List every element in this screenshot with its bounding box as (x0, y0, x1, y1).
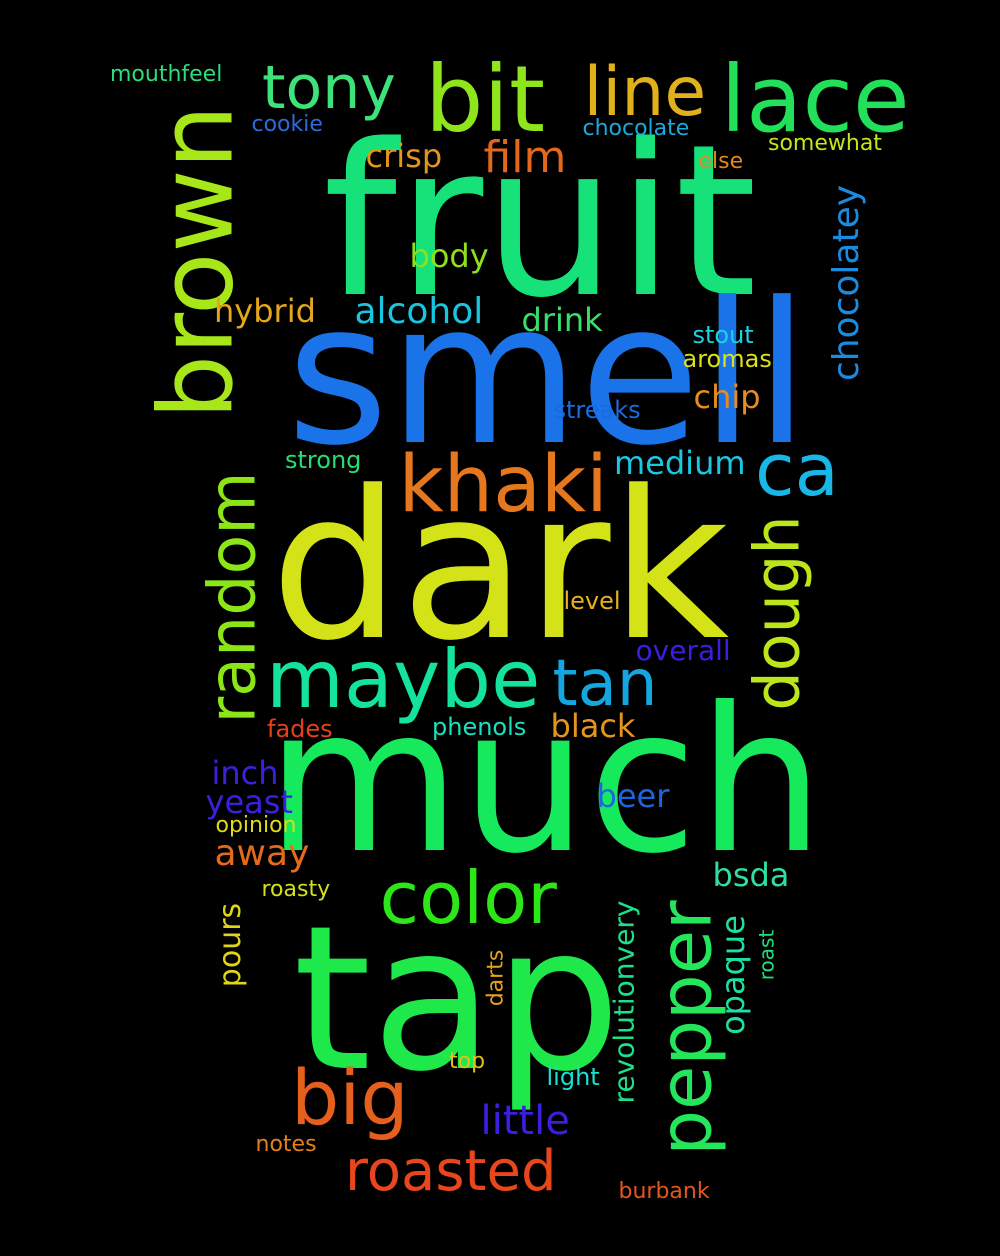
word-somewhat: somewhat (768, 131, 882, 156)
word-roasty: roasty (261, 877, 331, 902)
word-tony: tony (262, 53, 396, 123)
word-color: color (379, 856, 557, 940)
word-random: random (195, 470, 271, 724)
word-strong: strong (285, 446, 362, 474)
word-line: line (583, 53, 707, 132)
word-else: else (698, 149, 744, 174)
word-roast: roast (753, 929, 778, 981)
word-maybe: maybe (266, 633, 541, 726)
word-streaks: streaks (553, 396, 641, 424)
word-notes: notes (255, 1132, 317, 1157)
word-aromas: aromas (682, 345, 772, 373)
word-stout: stout (692, 321, 754, 349)
word-chip: chip (693, 378, 761, 416)
word-khaki: khaki (398, 440, 608, 530)
word-revolutionvery: revolutionvery (606, 900, 640, 1104)
word-dough: dough (740, 515, 814, 711)
word-fruit: fruit (323, 99, 758, 344)
word-overall: overall (635, 634, 731, 667)
word-body: body (409, 237, 489, 275)
word-lace: lace (720, 46, 910, 153)
word-little: little (480, 1098, 570, 1144)
word-smell: smell (286, 261, 810, 489)
word-level: level (563, 587, 621, 615)
word-yeast: yeast (205, 783, 293, 821)
word-opaque: opaque (713, 915, 752, 1035)
word-cookie: cookie (251, 112, 323, 137)
word-roasted: roasted (345, 1139, 557, 1204)
word-beer: beer (596, 777, 670, 815)
word-tap: tap (293, 883, 621, 1116)
word-darts: darts (482, 949, 508, 1007)
word-drink: drink (521, 301, 603, 339)
word-pepper: pepper (643, 900, 728, 1156)
word-light: light (546, 1063, 600, 1091)
word-chocolate: chocolate (582, 116, 690, 141)
word-crisp: crisp (365, 137, 443, 175)
word-top: top (449, 1049, 486, 1074)
word-inch: inch (211, 754, 279, 792)
word-black: black (550, 707, 636, 745)
word-chocolatey: chocolatey (826, 184, 868, 382)
word-fades: fades (267, 715, 333, 743)
word-phenols: phenols (432, 713, 527, 741)
word-much: much (266, 665, 825, 898)
word-film: film (483, 132, 567, 183)
word-burbank: burbank (618, 1179, 710, 1204)
word-ca: ca (755, 428, 839, 512)
word-pours: pours (213, 902, 249, 988)
word-away: away (214, 833, 310, 874)
word-bit: bit (425, 46, 546, 153)
word-mouthfeel: mouthfeel (110, 62, 223, 87)
word-hybrid: hybrid (214, 292, 316, 330)
word-bsda: bsda (712, 856, 790, 894)
word-medium: medium (614, 444, 746, 482)
word-tan: tan (552, 647, 658, 721)
word-dark: dark (270, 447, 730, 686)
word-alcohol: alcohol (354, 291, 484, 332)
word-opinion: opinion (215, 813, 297, 838)
word-big: big (291, 1053, 409, 1142)
word-brown: brown (136, 104, 256, 420)
